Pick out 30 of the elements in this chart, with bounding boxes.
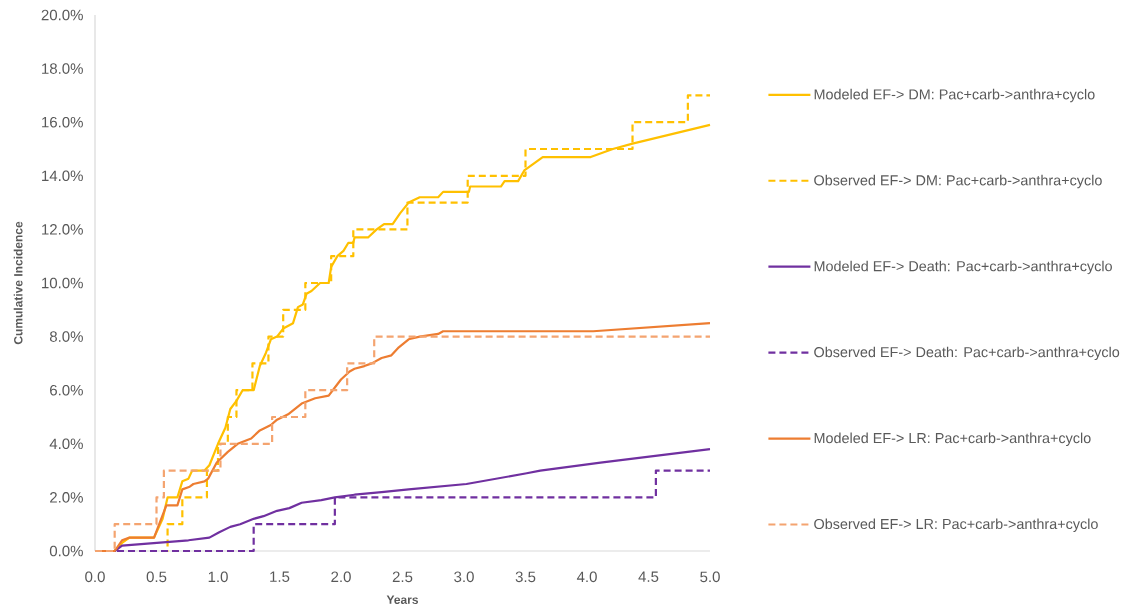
y-tick-label: 4.0%	[49, 438, 83, 450]
x-axis-title: Years	[386, 595, 419, 604]
x-tick-label: 3.5	[515, 571, 536, 583]
x-tick-label: 5.0	[700, 571, 720, 583]
y-tick-label: 2.0%	[50, 492, 83, 503]
y-tick-label: 0.0%	[49, 545, 83, 557]
x-tick-label: 2.0	[331, 571, 351, 583]
x-tick-label: 4.0	[576, 571, 597, 583]
x-tick-label: 0.5	[146, 571, 167, 583]
legend-label: Modeled EF-> DM: Pac+carb->anthra+cyclo	[814, 88, 1095, 103]
x-tick-label: 1.0	[208, 571, 228, 583]
y-tick-label: 16.0%	[42, 116, 83, 128]
legend-label: Observed EF-> DM: Pac+carb->anthra+cyclo	[814, 174, 1102, 189]
y-tick-label: 18.0%	[42, 63, 83, 74]
y-tick-label: 14.0%	[42, 170, 83, 182]
y-tick-label: 12.0%	[42, 224, 83, 235]
y-tick-label: 6.0%	[50, 384, 83, 396]
legend-label: Observed EF-> LR: Pac+carb->anthra+cyclo	[814, 518, 1098, 532]
y-tick-label: 8.0%	[49, 331, 83, 342]
x-tick-label: 4.5	[638, 571, 659, 582]
x-tick-label: 0.0	[85, 571, 105, 583]
legend-label: Modeled EF-> Death: Pac+carb->anthra+cyclo	[814, 260, 1112, 275]
legend-label: Modeled EF-> LR: Pac+carb->anthra+cyclo	[814, 432, 1091, 447]
legend-label: Observed EF-> Death: Pac+carb->anthra+cyclo	[814, 346, 1120, 361]
x-tick-label: 3.0	[454, 571, 474, 583]
y-tick-label: 20.0%	[41, 9, 83, 21]
y-tick-label: 10.0%	[42, 277, 83, 289]
x-tick-label: 1.5	[270, 571, 290, 582]
y-axis-title: Cumulative Incidence	[13, 221, 23, 345]
x-tick-label: 2.5	[392, 571, 413, 583]
